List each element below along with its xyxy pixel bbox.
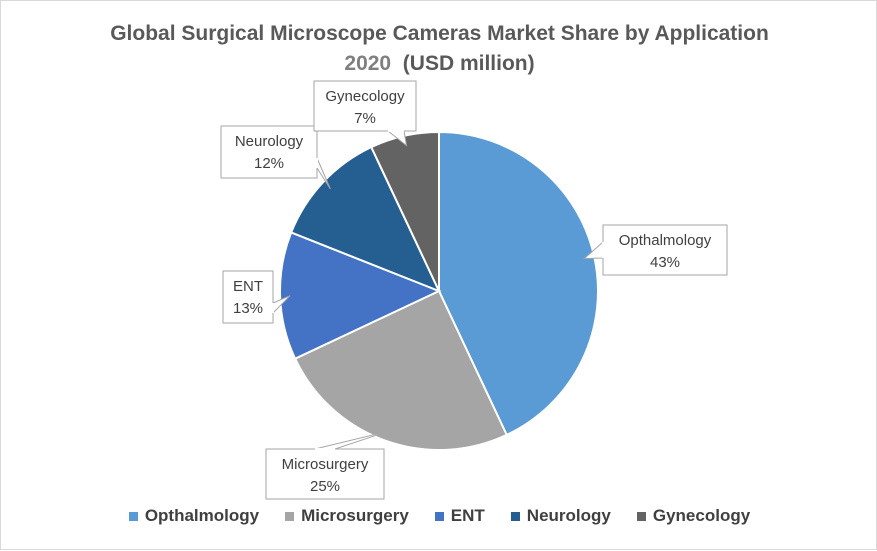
slice-label-value: 12% — [254, 155, 284, 172]
callout-box — [602, 224, 728, 276]
chart-subtitle-unit: (USD million) — [402, 52, 535, 75]
slice-label-name: ENT — [233, 278, 263, 295]
chart-title-text: Global Surgical Microscope Cameras Marke… — [110, 22, 769, 45]
legend-label: ENT — [450, 506, 485, 525]
pie-slices — [279, 130, 599, 451]
slice-label-name: Opthalmology — [619, 232, 712, 249]
callout-box — [222, 270, 274, 324]
callout-box — [220, 125, 318, 179]
chart-subtitle-year: 2020 — [344, 52, 392, 75]
slice-label-value: 25% — [310, 478, 340, 495]
legend-swatch — [636, 511, 646, 521]
callout-neurology: Neurology 12% — [220, 125, 331, 190]
slice-label-value: 13% — [233, 300, 263, 317]
callout-opthalmology: Opthalmology 43% — [583, 224, 728, 276]
callout-box — [265, 448, 385, 500]
callout-ent: ENT 13% — [222, 270, 291, 324]
chart-title: Global Surgical Microscope Cameras Marke… — [1, 19, 877, 79]
slice-label-value: 7% — [354, 110, 376, 127]
legend-item-gynecology: Gynecology — [636, 506, 751, 526]
slice-label-value: 43% — [650, 254, 680, 271]
legend-label: Gynecology — [652, 506, 751, 525]
legend-item-opthalmology: Opthalmology — [128, 506, 260, 526]
legend-swatch — [510, 511, 520, 521]
legend-label: Opthalmology — [144, 506, 260, 525]
legend-swatch — [434, 511, 444, 521]
legend-swatch — [128, 511, 138, 521]
slice-label-name: Gynecology — [325, 88, 405, 105]
legend-item-microsurgery: Microsurgery — [285, 506, 409, 526]
callout-microsurgery: Microsurgery 25% — [265, 430, 389, 500]
legend-item-ent: ENT — [434, 506, 485, 526]
callout-pointer — [314, 430, 389, 450]
slice-label-name: Microsurgery — [282, 456, 369, 473]
slice-label-name: Neurology — [235, 133, 304, 150]
legend-label: Neurology — [526, 506, 611, 525]
legend-swatch — [285, 511, 295, 521]
callout-gynecology: Gynecology 7% — [313, 80, 417, 147]
chart-legend: Opthalmology Microsurgery ENT Neurology Gyne… — [1, 506, 877, 526]
pie-data-labels: Opthalmology 43% Microsurgery 25% ENT 13% Neur… — [220, 80, 728, 500]
pie-slice-ent — [279, 231, 442, 361]
pie-slice-microsurgery — [293, 289, 509, 451]
chart-subtitle: 2020 (USD million) — [1, 49, 877, 79]
legend-label: Microsurgery — [301, 506, 409, 525]
callout-box — [313, 80, 417, 132]
legend-item-neurology: Neurology — [510, 506, 611, 526]
